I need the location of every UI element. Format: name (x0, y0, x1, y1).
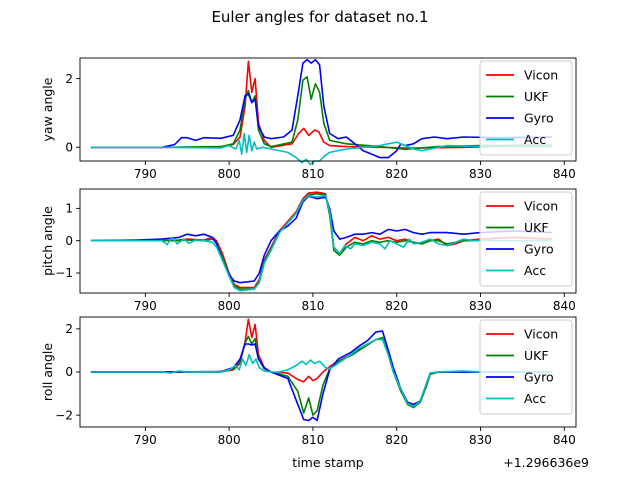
y-tick-label: 0 (65, 140, 73, 154)
legend: Vicon UKF Gyro Acc (479, 319, 573, 415)
legend-label-vicon: Vicon (524, 68, 558, 83)
x-tick-label: 800 (218, 299, 241, 313)
x-tick-label: 820 (385, 433, 408, 447)
x-tick-label: 840 (553, 433, 576, 447)
y-axis-label: roll angle (40, 343, 55, 401)
x-axis-label: time stamp (292, 455, 363, 470)
x-tick-label: 790 (134, 299, 157, 313)
x-tick-label: 820 (385, 167, 408, 181)
legend-label-acc: Acc (524, 391, 546, 406)
legend-label-gyro: Gyro (524, 370, 554, 385)
y-tick-label: 1 (65, 202, 73, 216)
x-tick-label: 830 (469, 299, 492, 313)
y-axis-label: yaw angle (40, 77, 55, 141)
x-tick-label: 810 (301, 433, 324, 447)
legend-label-acc: Acc (524, 132, 546, 147)
x-tick-label: 840 (553, 299, 576, 313)
legend-label-ukf: UKF (524, 220, 549, 235)
x-offset-label: +1.296636e9 (503, 455, 589, 470)
legend-label-acc: Acc (524, 263, 546, 278)
subplot-3: 790 800 810 820 830 840 −2 0 2 roll angle Vicon UKF… (40, 316, 577, 447)
subplot-1: 790 800 810 820 830 840 0 2 yaw angle Vicon UKF Gyr… (40, 57, 577, 181)
x-tick-label: 820 (385, 299, 408, 313)
y-tick-label: 0 (65, 234, 73, 248)
legend: Vicon UKF Gyro Acc (479, 60, 573, 156)
figure-title: Euler angles for dataset no.1 (211, 8, 428, 26)
x-tick-label: 800 (218, 167, 241, 181)
x-tick-label: 830 (469, 433, 492, 447)
x-tick-label: 790 (134, 433, 157, 447)
axes-frame (79, 57, 577, 162)
y-axis-label: pitch angle (40, 206, 55, 276)
y-tick-label: 2 (65, 72, 73, 86)
legend-label-ukf: UKF (524, 348, 549, 363)
subplot-2: 790 800 810 820 830 840 −1 0 1 pitch angle Vicon UK… (40, 188, 577, 313)
legend-box (479, 191, 573, 287)
x-tick-label: 840 (553, 167, 576, 181)
legend-label-vicon: Vicon (524, 327, 558, 342)
series-line-vicon (90, 318, 552, 407)
x-tick-label: 810 (301, 299, 324, 313)
series-line-acc (90, 194, 552, 292)
x-tick-label: 830 (469, 167, 492, 181)
legend-label-gyro: Gyro (524, 242, 554, 257)
legend-label-vicon: Vicon (524, 199, 558, 214)
legend: Vicon UKF Gyro Acc (479, 191, 573, 287)
y-tick-label: −2 (55, 408, 73, 422)
x-tick-label: 810 (301, 167, 324, 181)
y-tick-label: −1 (55, 266, 73, 280)
y-tick-label: 0 (65, 365, 73, 379)
series-line-acc (90, 338, 552, 408)
legend-box (479, 60, 573, 156)
legend-box (479, 319, 573, 415)
x-tick-label: 800 (218, 433, 241, 447)
series-line-gyro (90, 195, 552, 284)
y-tick-label: 2 (65, 322, 73, 336)
series-line-ukf (90, 76, 552, 151)
series-line-ukf (90, 335, 552, 416)
series-line-gyro (90, 330, 552, 422)
legend-label-ukf: UKF (524, 89, 549, 104)
legend-label-gyro: Gyro (524, 111, 554, 126)
x-tick-label: 790 (134, 167, 157, 181)
